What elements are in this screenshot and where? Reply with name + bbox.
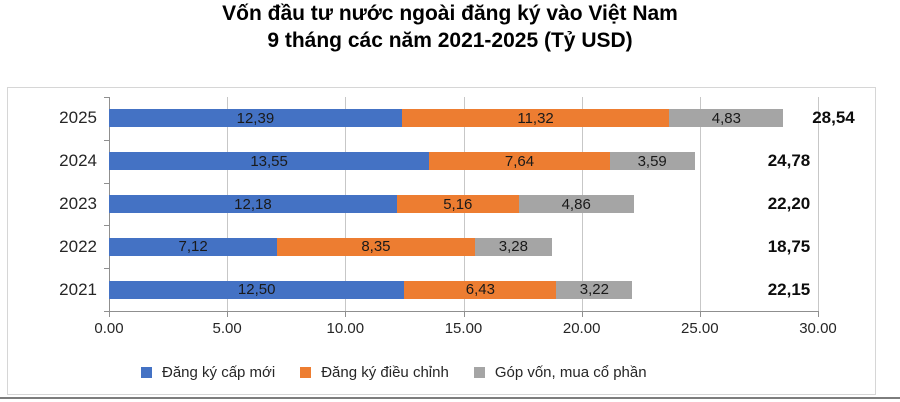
bar-segment-label: 7,12 (178, 238, 208, 256)
bar-segment-label: 12,50 (237, 281, 276, 299)
bar-row-2021: 12,50 6,43 3,22 (109, 280, 633, 299)
y-axis-tick (104, 311, 109, 312)
category-label-2023: 2023 (59, 194, 97, 213)
chart-title: Vốn đầu tư nước ngoài đăng ký vào Việt N… (0, 0, 900, 54)
bar-row-2023: 12,18 5,16 4,86 (109, 195, 634, 213)
bar-segment-label: 3,28 (498, 238, 528, 256)
bar-segment: 3,59 (609, 152, 695, 171)
bar-segment: 12,50 (109, 280, 405, 299)
y-axis-tick (104, 225, 109, 227)
legend-label: Góp vốn, mua cổ phần (494, 364, 647, 381)
bar-segment-label: 4,83 (711, 109, 741, 127)
bar-segment: 3,28 (474, 237, 553, 256)
y-axis-tick (104, 268, 109, 270)
chart-title-line2: 9 tháng các năm 2021-2025 (Tỷ USD) (267, 29, 633, 52)
bar-segment-label: 7,64 (504, 152, 535, 170)
legend-item: Đăng ký cấp mới (141, 364, 275, 381)
category-label-2021: 2021 (59, 279, 97, 299)
bar-row-2022: 7,12 8,35 3,28 (109, 237, 553, 256)
legend-swatch-icon (300, 367, 312, 378)
legend-swatch-icon (141, 367, 152, 378)
bottom-divider (0, 397, 900, 399)
bar-segment-label: 8,35 (361, 238, 391, 256)
gridline (699, 97, 701, 311)
bar-segment-label: 5,16 (443, 195, 473, 213)
chart-frame: 12,39 11,32 4,83 13,55 7,64 3,59 12,18 5,16 4,86… (7, 87, 876, 395)
chart-title-line1: Vốn đầu tư nước ngoài đăng ký vào Việt N… (222, 2, 678, 25)
y-axis-tick (104, 182, 109, 184)
x-axis-tick (109, 311, 110, 317)
legend-item: Góp vốn, mua cổ phần (473, 364, 647, 381)
bar-segment: 13,55 (109, 152, 430, 171)
x-axis-tick (345, 311, 347, 317)
bar-segment: 12,39 (109, 109, 402, 128)
total-label-2024: 24,78 (767, 151, 811, 171)
total-label-2025: 28,54 (812, 108, 855, 128)
legend: Đăng ký cấp mới Đăng ký điều chỉnh Góp vốn… (141, 364, 647, 381)
category-label-2022: 2022 (59, 236, 97, 256)
bar-segment-label: 3,59 (637, 152, 667, 170)
bar-segment: 4,83 (669, 109, 784, 128)
bar-segment-label: 3,22 (579, 281, 609, 299)
x-tick-label: 20.00 (562, 320, 601, 337)
bar-segment-label: 11,32 (517, 109, 554, 127)
bar-segment-label: 4,86 (561, 195, 591, 213)
total-label-2023: 22,20 (767, 194, 811, 213)
y-axis-tick (104, 139, 109, 141)
bar-row-2024: 13,55 7,64 3,59 (109, 152, 695, 171)
legend-swatch-icon (473, 367, 485, 378)
x-tick-label: 10.00 (326, 320, 365, 337)
category-label-2024: 2024 (59, 151, 97, 171)
x-axis-tick (818, 311, 819, 317)
total-label-2022: 18,75 (767, 236, 811, 256)
total-label-2021: 22,15 (767, 279, 811, 299)
bar-segment: 6,43 (404, 280, 557, 299)
bar-segment: 7,64 (429, 152, 610, 171)
bar-segment-label: 12,39 (236, 109, 275, 127)
bar-segment-label: 13,55 (250, 152, 288, 170)
x-axis-tick (227, 311, 229, 317)
x-axis-tick (699, 311, 701, 317)
bar-segment-label: 6,43 (465, 281, 495, 299)
legend-item: Đăng ký điều chỉnh (300, 364, 449, 381)
category-label-2025: 2025 (59, 108, 97, 128)
x-tick-label: 0.00 (94, 320, 124, 337)
x-tick-label: 5.00 (212, 320, 242, 337)
x-axis-tick (463, 311, 465, 317)
x-tick-label: 25.00 (681, 320, 719, 337)
legend-label: Đăng ký cấp mới (162, 364, 276, 381)
x-tick-label: 30.00 (799, 320, 837, 337)
legend-label: Đăng ký điều chỉnh (321, 364, 449, 381)
bar-segment-label: 12,18 (234, 195, 272, 213)
bar-segment: 4,86 (518, 195, 634, 213)
bar-segment: 8,35 (277, 237, 475, 256)
bar-segment: 7,12 (109, 237, 278, 256)
gridline (818, 97, 819, 311)
bar-row-2025: 12,39 11,32 4,83 (109, 109, 784, 128)
y-axis-tick (104, 97, 109, 98)
x-axis-line (109, 311, 818, 312)
bar-segment: 11,32 (401, 109, 670, 128)
bar-segment: 3,22 (556, 280, 633, 299)
x-tick-label: 15.00 (444, 320, 483, 337)
x-axis-tick (581, 311, 583, 317)
bar-segment: 12,18 (109, 195, 397, 213)
bar-segment: 5,16 (396, 195, 519, 213)
